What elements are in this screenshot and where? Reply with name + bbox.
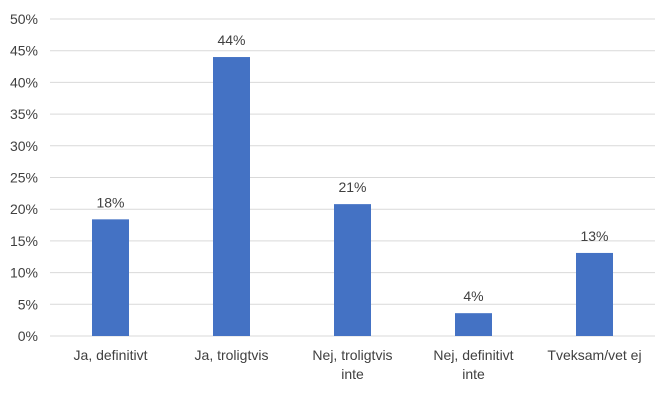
- y-tick-label: 35%: [10, 106, 38, 122]
- y-tick-label: 50%: [10, 11, 38, 27]
- x-tick-label: inte: [341, 366, 364, 382]
- y-tick-label: 10%: [10, 265, 38, 281]
- bar: [213, 57, 250, 336]
- x-tick-label: Tveksam/vet ej: [547, 347, 641, 363]
- bar: [576, 252, 613, 336]
- bar: [92, 219, 129, 336]
- y-tick-label: 40%: [10, 74, 38, 90]
- bar: [334, 204, 371, 336]
- x-tick-label: Nej, definitivt: [433, 347, 513, 363]
- x-tick-label: inte: [462, 366, 485, 382]
- y-tick-label: 0%: [18, 328, 38, 344]
- data-label: 4%: [463, 288, 483, 304]
- x-tick-label: Nej, troligtvis: [312, 347, 392, 363]
- y-tick-label: 45%: [10, 43, 38, 59]
- y-tick-label: 5%: [18, 296, 38, 312]
- data-label: 44%: [217, 32, 245, 48]
- y-tick-label: 20%: [10, 201, 38, 217]
- x-tick-label: Ja, definitivt: [74, 347, 148, 363]
- y-tick-label: 15%: [10, 233, 38, 249]
- bar: [455, 313, 492, 336]
- data-label: 21%: [338, 179, 366, 195]
- data-label: 13%: [580, 228, 608, 244]
- y-tick-label: 25%: [10, 170, 38, 186]
- data-label: 18%: [96, 194, 124, 210]
- x-tick-label: Ja, troligtvis: [195, 347, 269, 363]
- y-tick-label: 30%: [10, 138, 38, 154]
